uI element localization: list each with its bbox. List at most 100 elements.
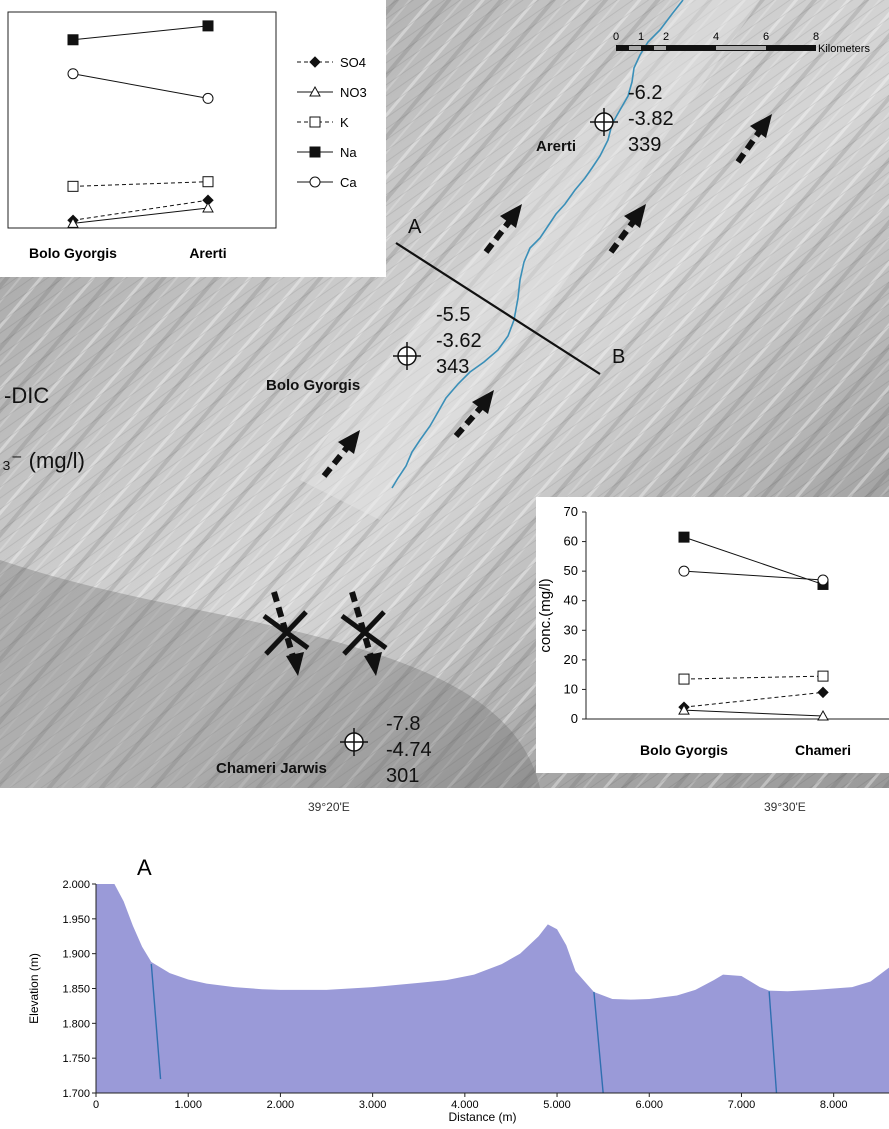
- y-tick-label: 0: [571, 711, 578, 726]
- y-tick-label: 40: [564, 593, 578, 608]
- x-tick-label: 4.000: [451, 1099, 479, 1111]
- blocked-flow-arrow: [349, 591, 375, 661]
- fault-line: [768, 991, 778, 1094]
- scale-tick-6: 6: [763, 31, 769, 43]
- data-point: [202, 92, 214, 104]
- x-tick-label: 7.000: [728, 1099, 756, 1111]
- blocked-flow-arrow: [271, 591, 297, 661]
- legend-fragment-unit: ₃⁻ (mg/l): [2, 448, 85, 473]
- flow-arrow: [483, 216, 515, 254]
- section-label-b: B: [612, 346, 626, 368]
- legend-marker: [309, 56, 321, 68]
- scale-unit: Kilometers: [818, 43, 870, 55]
- arrow-head: [624, 204, 646, 228]
- series-line: [72, 181, 209, 187]
- data-point: [67, 180, 79, 192]
- inset-chart-arerti-plot: Bolo Gyorgis Arerti SO4 NO3 K Na Ca: [7, 11, 367, 261]
- arerti-value-2: -3.82: [628, 108, 674, 130]
- scale-bar: 0 1 2 4 6 8 Kilometers: [613, 31, 871, 55]
- data-point: [678, 565, 690, 577]
- site-marker-chameri-jarwis-icon: [340, 728, 368, 756]
- legend-marker: [309, 176, 321, 188]
- river: [391, 0, 684, 489]
- arrow-heads: [286, 114, 772, 676]
- series-line: [683, 691, 824, 708]
- site-values-bolo-gyorgis: -5.5 -3.62 343: [436, 302, 482, 380]
- data-point: [678, 673, 690, 685]
- site-values-arerti: -6.2 -3.82 339: [628, 80, 674, 158]
- series-k: [67, 176, 214, 192]
- legend-label: Ca: [340, 175, 357, 190]
- y-tick-label: 30: [564, 622, 578, 637]
- series: [678, 704, 829, 721]
- y-tick-label: 20: [564, 652, 578, 667]
- y-axis-label: Elevation (m): [27, 953, 41, 1024]
- series-na: [67, 20, 214, 46]
- chameri-jarwis-value-3: 301: [386, 765, 420, 787]
- category-label: Bolo Gyorgis: [640, 742, 728, 758]
- x-tick-label: 2.000: [267, 1099, 295, 1111]
- longitude-label-2: 39°30'E: [764, 800, 806, 814]
- bolo-gyorgis-value-3: 343: [436, 356, 470, 378]
- arrow-head: [500, 204, 522, 228]
- fault-line: [593, 991, 604, 1094]
- data-point: [67, 34, 79, 46]
- chameri-jarwis-value-1: -7.8: [386, 713, 421, 735]
- arrow-head: [364, 652, 382, 676]
- y-tick-label: 1.850: [62, 984, 90, 996]
- flow-barrier-crosses: [262, 610, 388, 656]
- category-label: Chameri: [795, 742, 851, 758]
- flow-arrow: [608, 216, 639, 254]
- series-line: [683, 570, 824, 581]
- x-tick-label: 8.000: [820, 1099, 848, 1111]
- arerti-value-3: 339: [628, 134, 662, 156]
- series-line: [72, 73, 209, 99]
- series-line: [683, 709, 824, 717]
- scale-tick-0: 0: [613, 31, 619, 43]
- y-tick-label: 1.750: [62, 1053, 90, 1065]
- chameri-jarwis-value-2: -4.74: [386, 739, 432, 761]
- data-point: [817, 686, 829, 699]
- legend-marker: [309, 116, 321, 128]
- x-tick-label: 0: [93, 1099, 99, 1111]
- y-tick-label: 10: [564, 681, 578, 696]
- arrow-head: [338, 430, 360, 454]
- legend-item: SO4: [297, 55, 366, 70]
- site-values-chameri-jarwis: -7.8 -4.74 301: [386, 711, 432, 788]
- legend-item: K: [297, 115, 349, 130]
- longitude-label-1: 39°20'E: [308, 800, 350, 814]
- flow-arrows: [271, 126, 765, 661]
- section-label-a: A: [408, 216, 422, 238]
- arrow-head: [286, 652, 304, 676]
- data-point: [817, 670, 829, 682]
- series-line: [683, 675, 824, 680]
- y-tick-label: 1.900: [62, 949, 90, 961]
- flow-arrow: [321, 442, 353, 478]
- legend-fragment-dic: -DIC: [4, 383, 50, 408]
- data-point: [678, 531, 690, 543]
- legend-item: Ca: [297, 175, 357, 190]
- flow-arrow: [453, 402, 487, 438]
- y-axis-label: conc.(mg/l): [537, 578, 554, 652]
- rift-valley-floor: [300, 0, 760, 520]
- site-name-chameri-jarwis: Chameri Jarwis: [216, 760, 327, 777]
- category-label: Bolo Gyorgis: [29, 245, 117, 261]
- arrow-head: [472, 390, 494, 414]
- arerti-value-1: -6.2: [628, 82, 663, 104]
- y-tick-label: 1.800: [62, 1018, 90, 1030]
- legend-label: NO3: [340, 85, 367, 100]
- data-point: [67, 217, 79, 228]
- series-line: [72, 199, 209, 221]
- legend-label: Na: [340, 145, 357, 160]
- cross-section-line: [395, 242, 601, 375]
- y-tick-label: 70: [564, 504, 578, 519]
- x-tick-label: 3.000: [359, 1099, 387, 1111]
- x-axis-label: Distance (m): [448, 1110, 516, 1124]
- series: [678, 531, 829, 590]
- inset-chart-arerti: Bolo Gyorgis Arerti SO4 NO3 K Na Ca: [0, 0, 386, 277]
- legend-label: SO4: [340, 55, 366, 70]
- y-tick-label: 60: [564, 534, 578, 549]
- y-tick-label: 2.000: [62, 879, 90, 891]
- bolo-gyorgis-value-1: -5.5: [436, 304, 471, 326]
- series-line: [683, 536, 824, 585]
